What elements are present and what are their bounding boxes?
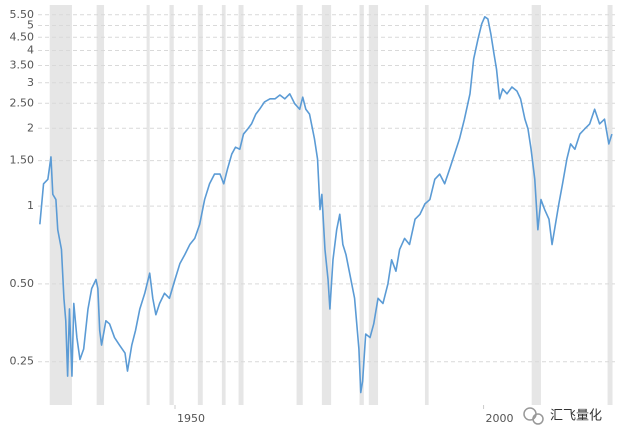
- shaded-range: [96, 5, 105, 405]
- y-tick-label: 5: [27, 18, 34, 31]
- shaded-range: [197, 5, 203, 405]
- data-line: [39, 16, 613, 394]
- y-tick-label: 5.50: [10, 8, 35, 21]
- shaded-range: [221, 5, 226, 405]
- x-tick-label: 1950: [177, 412, 205, 425]
- shaded-range: [238, 5, 244, 405]
- shaded-range: [321, 5, 332, 405]
- watermark-text: 汇飞量化: [550, 409, 602, 424]
- watermark: 汇飞量化: [523, 407, 602, 425]
- y-tick-label: 0.50: [10, 277, 35, 290]
- shaded-range: [607, 5, 613, 405]
- shaded-range: [146, 5, 150, 405]
- y-tick-label: 1: [27, 199, 34, 212]
- shaded-range: [424, 5, 429, 405]
- shaded-range: [169, 5, 174, 405]
- y-tick-label: 4: [27, 44, 34, 57]
- watermark-icon: [523, 407, 537, 421]
- shaded-range: [49, 5, 72, 405]
- y-tick-label: 3.50: [10, 58, 35, 71]
- shaded-range: [359, 5, 364, 405]
- y-tick-label: 3: [27, 76, 34, 89]
- y-tick-label: 1.50: [10, 154, 35, 167]
- y-tick-label: 4.50: [10, 30, 35, 43]
- y-tick-label: 2: [27, 121, 34, 134]
- shaded-range: [368, 5, 379, 405]
- y-tick-label: 0.25: [10, 355, 35, 368]
- shaded-range: [296, 5, 303, 405]
- watermark-icon: [532, 413, 544, 425]
- y-tick-label: 2.50: [10, 96, 35, 109]
- x-tick-label: 2000: [486, 412, 514, 425]
